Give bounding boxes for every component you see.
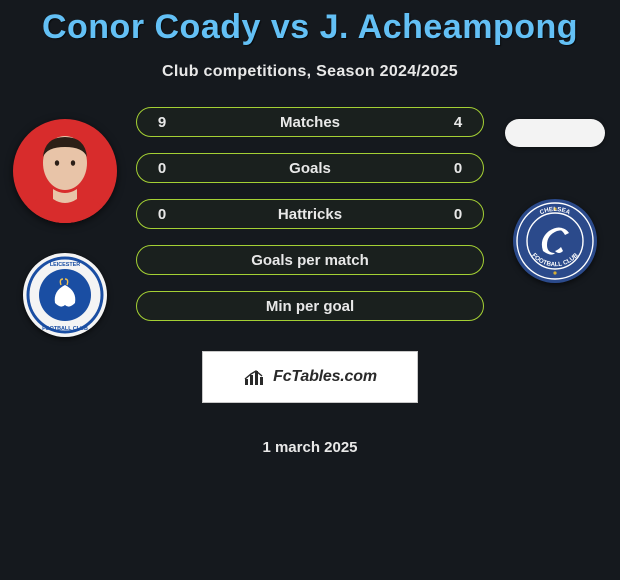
stat-right-value: 0	[433, 206, 483, 223]
player-right-photo-placeholder	[505, 119, 605, 147]
right-player-column: CHELSEA FOOTBALL CLUB	[490, 107, 620, 283]
date-label: 1 march 2025	[136, 439, 484, 456]
stat-row-min-per-goal: Min per goal	[136, 291, 484, 321]
svg-text:FOOTBALL CLUB: FOOTBALL CLUB	[42, 326, 88, 332]
leicester-badge-svg: LEICESTER FOOTBALL CLUB	[23, 253, 107, 337]
stat-label: Hattricks	[187, 206, 433, 223]
stat-row-goals: 0 Goals 0	[136, 153, 484, 183]
stat-row-matches: 9 Matches 4	[136, 107, 484, 137]
stat-left-value: 9	[137, 114, 187, 131]
stat-label: Matches	[187, 114, 433, 131]
player-left-club-badge: LEICESTER FOOTBALL CLUB	[23, 253, 107, 337]
stat-right-value: 0	[433, 160, 483, 177]
player-right-club-badge: CHELSEA FOOTBALL CLUB	[513, 199, 597, 283]
player-left-photo	[13, 119, 117, 223]
comparison-content: LEICESTER FOOTBALL CLUB 9 Matches 4 0 Go…	[0, 107, 620, 456]
stat-row-hattricks: 0 Hattricks 0	[136, 199, 484, 229]
chelsea-badge-svg: CHELSEA FOOTBALL CLUB	[513, 199, 597, 283]
page-title: Conor Coady vs J. Acheampong	[0, 0, 620, 47]
stat-left-value: 0	[137, 160, 187, 177]
stats-column: 9 Matches 4 0 Goals 0 0 Hattricks 0 Goal…	[130, 107, 490, 456]
stat-label: Goals per match	[187, 252, 433, 269]
subtitle: Club competitions, Season 2024/2025	[0, 63, 620, 81]
stat-left-value: 0	[137, 206, 187, 223]
svg-text:LEICESTER: LEICESTER	[50, 262, 80, 268]
bar-chart-icon	[243, 367, 267, 387]
stat-label: Min per goal	[187, 298, 433, 315]
stat-label: Goals	[187, 160, 433, 177]
stat-right-value: 4	[433, 114, 483, 131]
brand-text: FcTables.com	[273, 368, 377, 386]
stat-row-goals-per-match: Goals per match	[136, 245, 484, 275]
player-left-avatar-svg	[13, 119, 117, 223]
brand-box[interactable]: FcTables.com	[202, 351, 418, 403]
left-player-column: LEICESTER FOOTBALL CLUB	[0, 107, 130, 337]
